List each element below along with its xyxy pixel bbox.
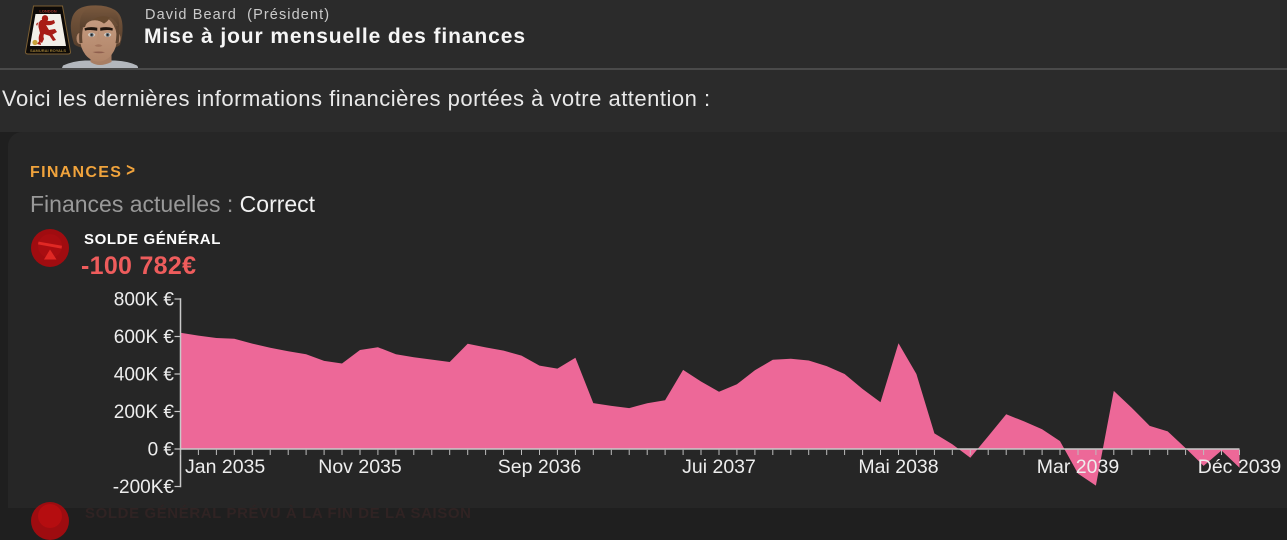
svg-text:Mar 2039: Mar 2039 [1037,456,1119,478]
svg-text:400K €: 400K € [114,365,175,386]
svg-text:Sep 2036: Sep 2036 [498,456,582,478]
svg-text:200K €: 200K € [114,402,175,423]
svg-text:Jui 2037: Jui 2037 [682,456,756,478]
svg-text:600K €: 600K € [114,327,175,348]
svg-text:0 €: 0 € [148,440,175,461]
svg-text:Mai 2038: Mai 2038 [858,456,938,478]
svg-text:Déc 2039: Déc 2039 [1198,456,1281,478]
svg-text:SAMURAI ROYALS: SAMURAI ROYALS [30,48,66,53]
svg-text:LONDON: LONDON [39,8,56,13]
svg-text:-200K€: -200K€ [113,477,175,498]
svg-text:800K €: 800K € [114,290,175,311]
svg-text:Jan 2035: Jan 2035 [185,456,265,478]
svg-text:Nov 2035: Nov 2035 [318,456,402,478]
